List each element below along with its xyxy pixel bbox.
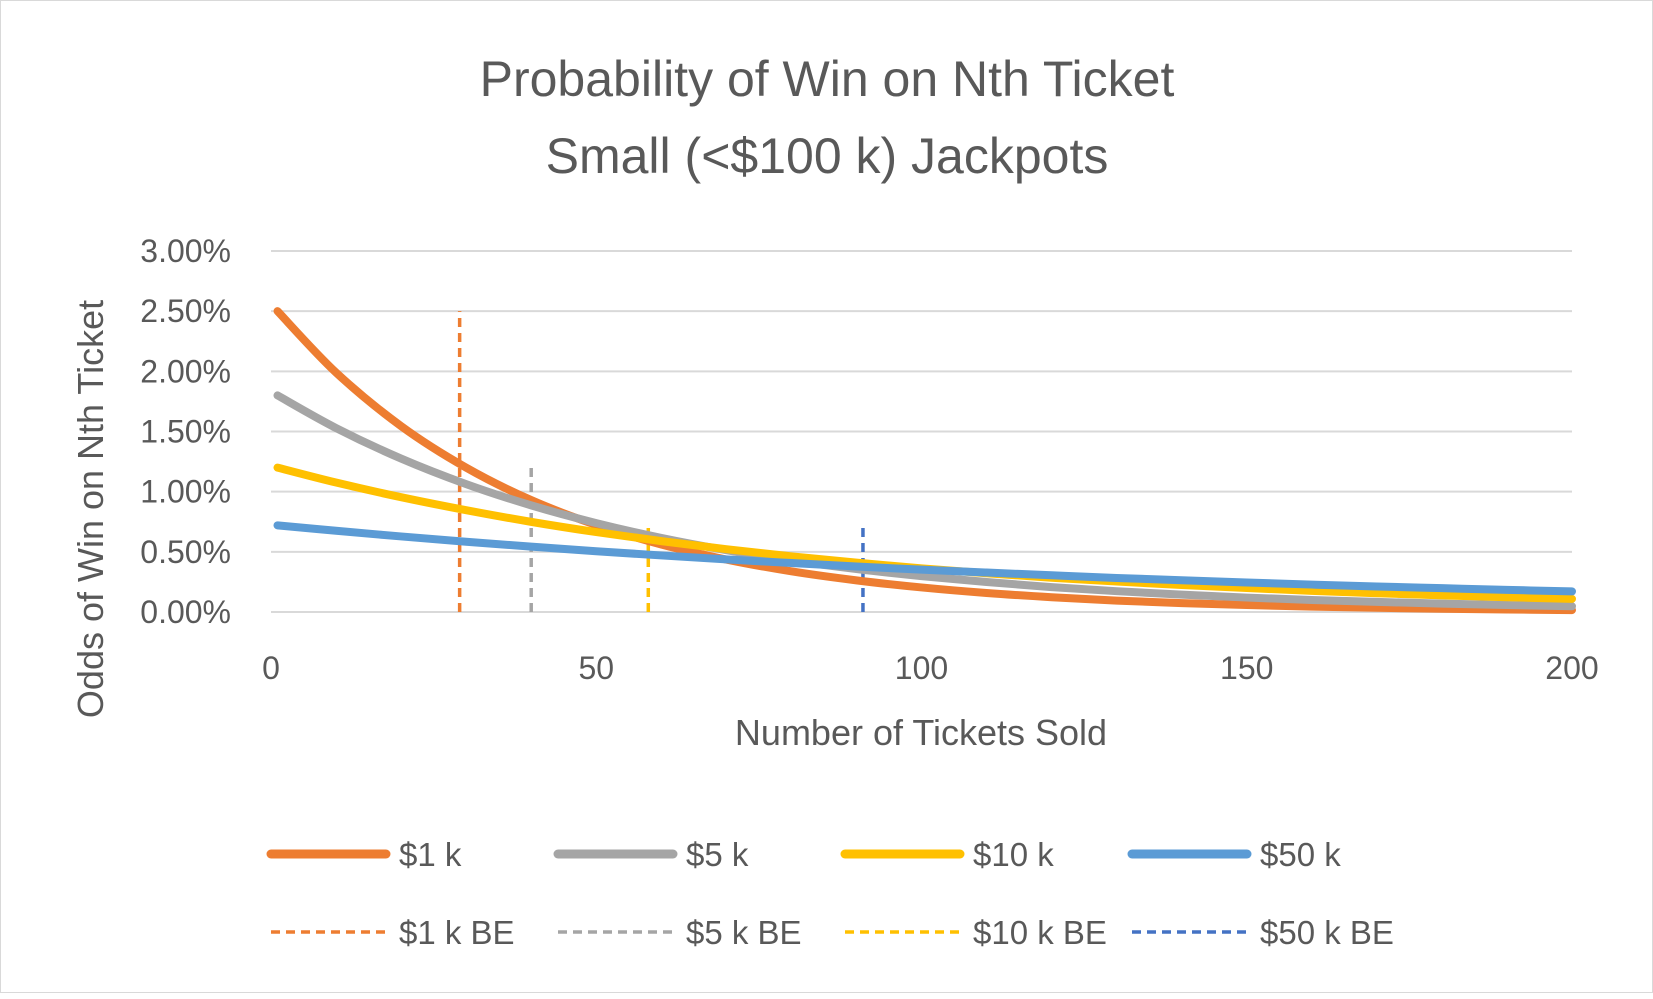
- legend-item: $1 k: [266, 836, 462, 873]
- x-axis-title: Number of Tickets Sold: [735, 712, 1107, 753]
- x-tick-label: 150: [1220, 650, 1273, 686]
- y-tick-label: 0.00%: [140, 594, 231, 630]
- legend-label: $10 k BE: [973, 914, 1107, 951]
- legend-item: $50 k BE: [1132, 914, 1394, 951]
- y-tick-label: 2.00%: [140, 353, 231, 389]
- legend-item: $50 k: [1127, 836, 1341, 873]
- gridlines: [271, 250, 1572, 613]
- legend-item: $10 k: [840, 836, 1054, 873]
- chart-title-line-2: Small (<$100 k) Jackpots: [546, 128, 1109, 184]
- legend-label: $50 k: [1260, 836, 1341, 873]
- x-axis-ticks: 0 50 100 150 200: [262, 650, 1599, 686]
- y-axis-ticks: 0.00% 0.50% 1.00% 1.50% 2.00% 2.50% 3.00%: [140, 233, 231, 630]
- legend-item: $5 k: [553, 836, 749, 873]
- y-tick-label: 1.00%: [140, 474, 231, 510]
- series-line: [273, 391, 1576, 611]
- legend-label: $5 k BE: [686, 914, 802, 951]
- legend-label: $5 k: [686, 836, 749, 873]
- x-tick-label: 50: [578, 650, 614, 686]
- legend-label: $10 k: [973, 836, 1054, 873]
- legend-item: $10 k BE: [845, 914, 1107, 951]
- legend-label: $1 k BE: [399, 914, 515, 951]
- legend-item: $5 k BE: [558, 914, 802, 951]
- series-lines: [273, 307, 1576, 615]
- x-tick-label: 200: [1545, 650, 1598, 686]
- y-tick-label: 2.50%: [140, 293, 231, 329]
- x-tick-label: 0: [262, 650, 280, 686]
- legend-label: $50 k BE: [1260, 914, 1394, 951]
- series-line: [273, 521, 1576, 596]
- y-tick-label: 0.50%: [140, 534, 231, 570]
- legend: $1 k $5 k $10 k $50 k $1 k BE $5 k BE $10 k BE…: [266, 836, 1394, 951]
- series-line: [273, 307, 1576, 615]
- legend-label: $1 k: [399, 836, 462, 873]
- legend-item: $1 k BE: [271, 914, 515, 951]
- chart-title-line-1: Probability of Win on Nth Ticket: [480, 51, 1175, 107]
- x-tick-label: 100: [895, 650, 948, 686]
- y-axis-title: Odds of Win on Nth Ticket: [70, 300, 111, 718]
- y-tick-label: 3.00%: [140, 233, 231, 269]
- y-tick-label: 1.50%: [140, 414, 231, 450]
